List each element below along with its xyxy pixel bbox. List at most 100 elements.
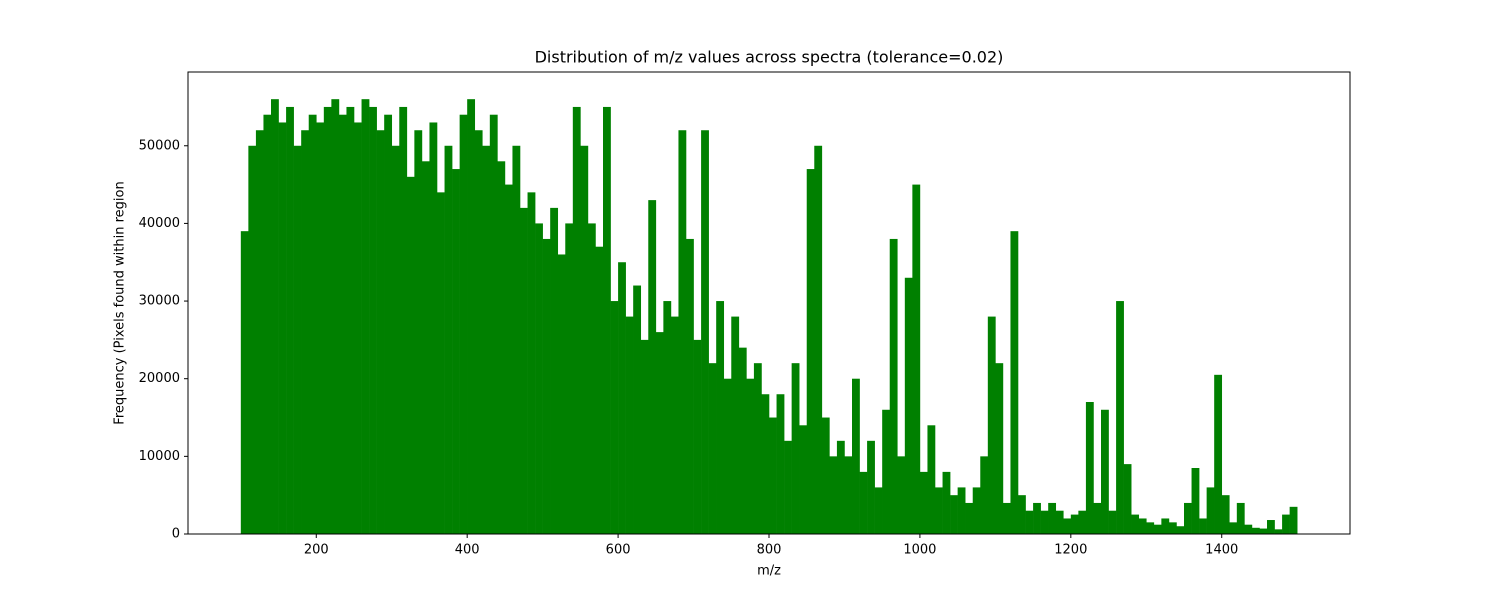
bar [769, 417, 777, 534]
bar [1221, 495, 1230, 534]
bar [1176, 526, 1185, 534]
bar [391, 145, 400, 534]
bar [1101, 409, 1109, 534]
bar [406, 176, 415, 534]
bar [399, 106, 408, 535]
bar [1251, 527, 1260, 534]
chart-title: Distribution of m/z values across spectr… [535, 48, 1004, 67]
x-tick-label: 1200 [1054, 543, 1087, 558]
bar [927, 425, 936, 534]
bar [904, 277, 913, 534]
bar [301, 130, 310, 534]
bar [935, 487, 943, 534]
bar [520, 207, 528, 534]
bar [361, 99, 370, 535]
bar [1199, 518, 1207, 534]
bar [1002, 502, 1011, 534]
bar [1206, 487, 1215, 534]
bar [331, 99, 340, 535]
y-tick-label: 20000 [139, 371, 180, 386]
y-tick-label: 0 [172, 527, 180, 542]
bar [474, 130, 483, 534]
bar [950, 495, 958, 534]
bar [444, 145, 453, 534]
bar [919, 471, 928, 534]
bar [1244, 524, 1253, 534]
bar [753, 363, 762, 534]
bar [1063, 518, 1072, 534]
bar [1108, 510, 1117, 534]
bar [867, 440, 875, 534]
x-axis-label: m/z [757, 564, 781, 579]
bar [829, 456, 838, 534]
bar [580, 145, 589, 534]
bar [384, 114, 393, 535]
bar [1040, 510, 1049, 534]
y-tick-label: 40000 [139, 216, 180, 231]
bar [640, 339, 649, 534]
y-tick-label: 50000 [139, 138, 180, 153]
bar [1070, 514, 1079, 534]
bar [1161, 518, 1170, 534]
bar [1025, 510, 1034, 534]
y-tick-label: 10000 [139, 449, 180, 464]
bar [1048, 502, 1057, 534]
bar [852, 378, 860, 534]
bar [633, 285, 642, 534]
bar [603, 106, 611, 535]
bar [1259, 528, 1268, 534]
bar [459, 114, 468, 535]
bar [1093, 502, 1102, 534]
bar [1018, 495, 1026, 534]
bar [1131, 514, 1140, 534]
bar [1033, 502, 1041, 534]
x-tick-label: 600 [606, 543, 631, 558]
bar [716, 301, 725, 534]
bar [248, 145, 257, 534]
bar [821, 417, 830, 534]
y-axis-label: Frequency (Pixels found within region [113, 181, 128, 424]
bar [799, 425, 808, 534]
bar [504, 184, 513, 534]
bar [414, 130, 423, 534]
bar [293, 145, 302, 534]
bar [1214, 374, 1223, 534]
x-tick-label: 1000 [903, 543, 936, 558]
bar [489, 114, 498, 535]
bar [995, 363, 1004, 534]
bar [836, 440, 845, 534]
bar [731, 316, 740, 534]
bar [1274, 529, 1283, 534]
bar [437, 192, 445, 534]
bar [263, 114, 272, 535]
bar [625, 316, 634, 534]
bar [1146, 522, 1155, 534]
bar [1010, 231, 1019, 535]
bar [610, 301, 619, 534]
bar [587, 223, 596, 535]
bar [897, 456, 906, 534]
bar [648, 200, 657, 534]
bar [663, 301, 672, 534]
bar [323, 106, 332, 535]
bar [1055, 510, 1064, 534]
bar [987, 316, 996, 534]
bar [972, 487, 981, 534]
bar [452, 169, 460, 534]
bar [278, 122, 287, 535]
bar [497, 161, 506, 534]
bar [354, 122, 362, 535]
bar [874, 487, 883, 534]
bars [240, 99, 1298, 535]
bar [1116, 301, 1124, 534]
bar [806, 169, 815, 534]
bar [1078, 510, 1087, 534]
bar [844, 456, 853, 534]
bar [1236, 502, 1245, 534]
bar [776, 394, 785, 534]
bar [738, 347, 747, 534]
bar [565, 223, 574, 535]
bar [882, 409, 891, 534]
bar [761, 394, 770, 534]
